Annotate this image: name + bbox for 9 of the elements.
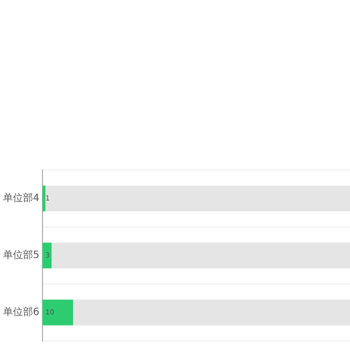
bar — [42, 186, 46, 212]
bar — [52, 242, 350, 268]
y-tick-label: 单位部5 — [2, 249, 40, 262]
bar — [73, 300, 350, 326]
bar — [42, 242, 52, 268]
bar — [45, 186, 350, 212]
y-tick-label: 单位部6 — [2, 306, 40, 318]
bar — [42, 300, 74, 326]
y-tick-label: 单位部4 — [2, 192, 40, 204]
